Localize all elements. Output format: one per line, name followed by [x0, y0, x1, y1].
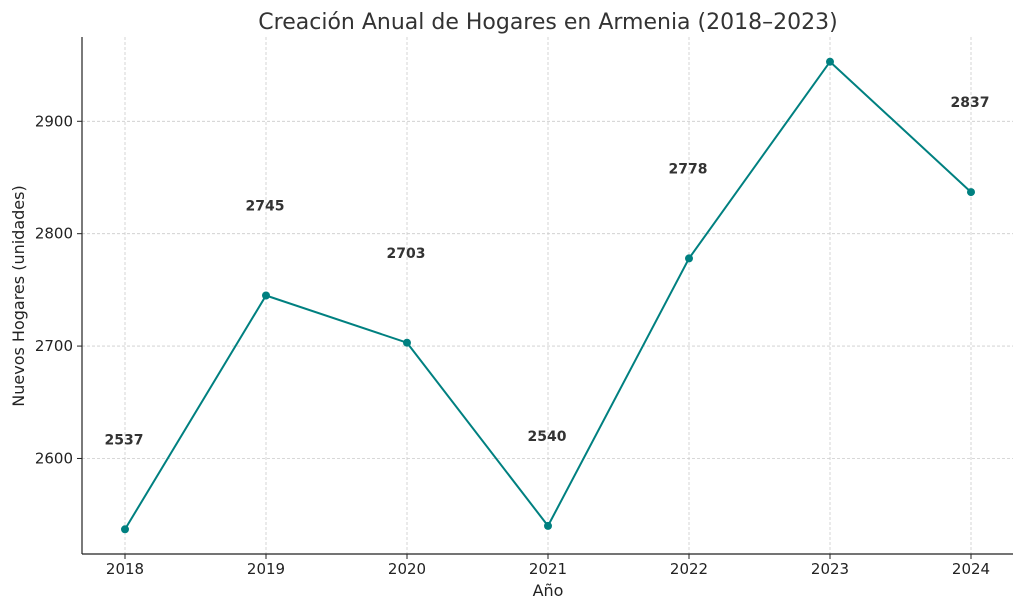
data-point [826, 57, 834, 66]
y-tick-label: 2900 [35, 112, 73, 130]
data-point [544, 521, 552, 530]
data-label: 2778 [669, 161, 708, 177]
chart-title: Creación Anual de Hogares en Armenia (20… [258, 10, 837, 35]
series [121, 57, 975, 534]
data-label: 2837 [951, 95, 990, 111]
data-point [121, 525, 129, 534]
data-label: 2745 [246, 199, 285, 215]
x-tick-label: 2023 [811, 560, 849, 578]
x-tick-label: 2020 [388, 560, 426, 578]
data-labels: 2537274527032540277829532837 [105, 95, 990, 448]
x-tick-label: 2018 [106, 560, 144, 578]
x-tick-label: 2022 [670, 560, 708, 578]
data-point [262, 291, 270, 300]
data-point [403, 338, 411, 347]
x-tick-label: 2019 [247, 560, 285, 578]
ticks: 2018 2019 2020 2021 2022 2023 2024 2600 2700 2800… [35, 112, 990, 578]
y-tick-label: 2600 [35, 449, 73, 467]
data-point [967, 188, 975, 197]
y-axis-label: Nuevos Hogares (unidades) [9, 185, 28, 406]
data-label: 2540 [528, 429, 567, 445]
data-label: 2703 [387, 246, 426, 262]
y-tick-label: 2700 [35, 337, 73, 355]
grid [82, 37, 1013, 554]
axes [81, 37, 1013, 555]
x-axis-label: Año [533, 581, 564, 600]
x-tick-label: 2021 [529, 560, 567, 578]
data-label: 2537 [105, 432, 144, 448]
y-tick-label: 2800 [35, 225, 73, 243]
data-point [685, 254, 693, 263]
x-tick-label: 2024 [952, 560, 990, 578]
